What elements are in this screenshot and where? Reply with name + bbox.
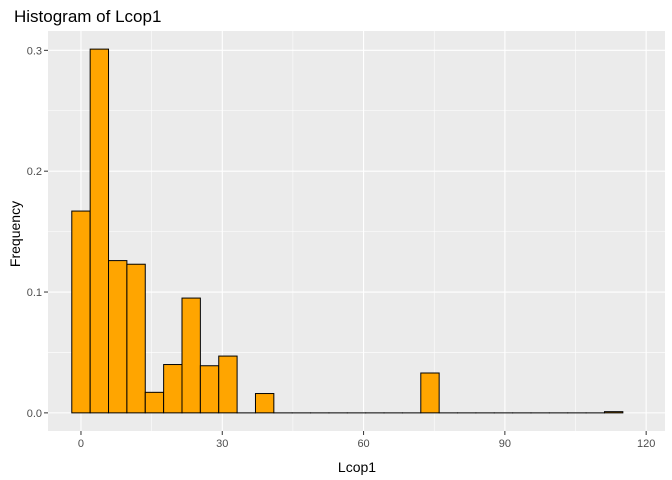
histogram-bar (603, 411, 624, 414)
y-axis-title: Frequency (7, 201, 23, 267)
x-tick-label: 0 (78, 438, 84, 450)
x-tick-label: 120 (637, 438, 655, 450)
histogram-bar (218, 355, 238, 414)
y-axis-ticks: 0.0 0.1 0.2 0.3 (27, 45, 48, 420)
y-tick-label: 0.1 (27, 287, 42, 299)
histogram-bar (181, 297, 201, 414)
histogram-bar (163, 364, 183, 414)
histogram-bar (254, 393, 275, 414)
y-tick-label: 0.3 (27, 45, 42, 57)
chart-title: Histogram of Lcop1 (14, 7, 161, 26)
histogram-bar (144, 391, 165, 414)
x-tick-label: 90 (499, 438, 511, 450)
histogram-bar (108, 260, 128, 414)
histogram-bar (199, 365, 220, 414)
histogram-bar (89, 48, 110, 414)
histogram-bars (71, 48, 624, 414)
y-tick-label: 0.2 (27, 166, 42, 178)
histogram-bar (71, 210, 91, 414)
x-tick-label: 60 (357, 438, 369, 450)
histogram-bar (420, 372, 440, 414)
y-tick-label: 0.0 (27, 408, 42, 420)
grid-lines (48, 31, 665, 431)
x-axis-title: Lcop1 (338, 459, 376, 475)
histogram-bar (126, 263, 146, 414)
x-tick-label: 30 (216, 438, 228, 450)
plot-panel (48, 31, 665, 431)
x-axis-ticks: 0 30 60 90 120 (78, 431, 655, 450)
